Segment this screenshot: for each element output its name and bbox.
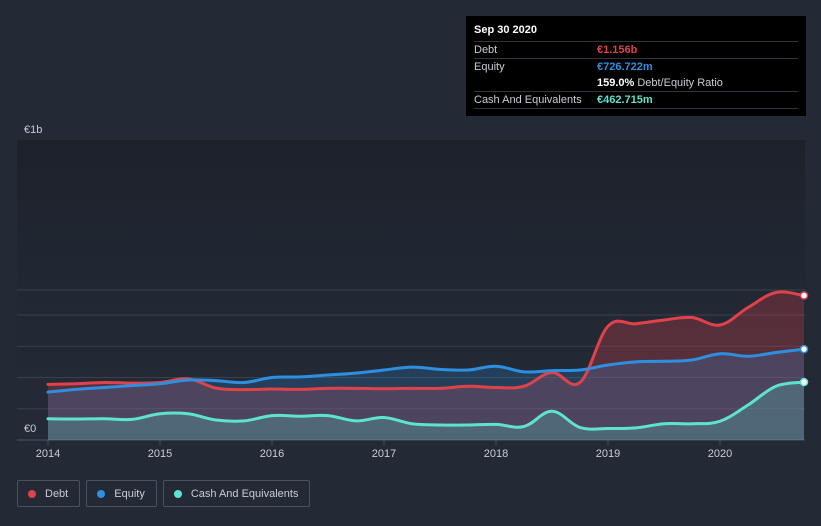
x-tick-label: 2018: [484, 448, 508, 460]
tooltip-equity-label: Equity: [474, 61, 505, 73]
tooltip-ratio-label: Debt/Equity Ratio: [637, 77, 723, 89]
debt-dot-icon: [28, 489, 36, 498]
legend-item-equity[interactable]: Equity: [86, 480, 157, 507]
debt-line: [46, 290, 806, 392]
x-tick-label: 2019: [596, 448, 620, 460]
equity-area: [48, 349, 804, 440]
tooltip-debt-value: €1.156b: [597, 44, 638, 56]
equity-end-marker[interactable]: [799, 344, 809, 354]
legend-cash-label: Cash And Equivalents: [190, 487, 299, 500]
debt-end-marker[interactable]: [799, 291, 809, 300]
legend-item-debt[interactable]: Debt: [17, 480, 81, 507]
tooltip-debt-label: Debt: [474, 44, 498, 56]
tooltip-cash-value: €462.715m: [597, 94, 653, 106]
tooltip-debt-row: Debt €1.156b: [474, 41, 798, 58]
tooltip-date: Sep 30 2020: [474, 24, 537, 36]
x-tick-label: 2020: [708, 448, 732, 460]
equity-line: [46, 347, 806, 394]
cash-end-marker[interactable]: [799, 377, 809, 387]
tooltip: Sep 30 2020 Debt €1.156b Equity €726.722…: [466, 16, 806, 116]
tooltip-ratio-value: 159.0%: [597, 77, 635, 89]
x-tick-label: 2016: [260, 448, 284, 460]
legend-equity-label: Equity: [114, 487, 145, 500]
tooltip-equity-value: €726.722m: [597, 61, 653, 73]
tooltip-ratio-row: 159.0% Debt/Equity Ratio: [474, 75, 798, 91]
tooltip-cash-row: Cash And Equivalents €462.715m: [474, 91, 798, 109]
tooltip-cash-label: Cash And Equivalents: [474, 94, 582, 106]
equity-dot-icon: [97, 489, 106, 498]
cash-dot-icon: [173, 489, 182, 498]
legend: Debt Equity Cash And Equivalents: [17, 480, 311, 507]
legend-debt-label: Debt: [45, 487, 69, 500]
tooltip-equity-row: Equity €726.722m: [474, 58, 798, 75]
x-tick-label: 2017: [372, 448, 396, 460]
x-tick-label: 2015: [148, 448, 172, 460]
cash-area: [48, 382, 804, 440]
y-tick-top: €1b: [24, 124, 42, 136]
y-tick-bottom: €0: [24, 423, 36, 435]
cash-line: [46, 380, 806, 431]
x-tick-label: 2014: [36, 448, 60, 460]
legend-item-cash[interactable]: Cash And Equivalents: [162, 480, 311, 507]
debt-area: [48, 291, 804, 440]
